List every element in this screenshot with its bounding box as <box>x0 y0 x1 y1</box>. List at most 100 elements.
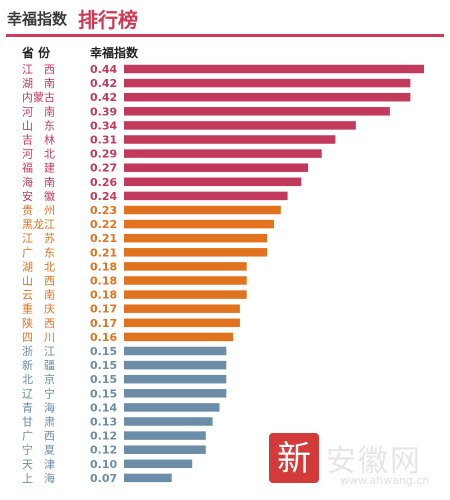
bar <box>124 346 227 356</box>
bar <box>124 177 302 187</box>
value-label: 0.18 <box>90 275 117 288</box>
province-label: 江 西 <box>22 63 55 76</box>
province-label: 海 南 <box>22 175 55 189</box>
bar <box>124 163 309 172</box>
value-label: 0.18 <box>90 260 117 273</box>
bar <box>124 417 213 426</box>
value-label: 0.07 <box>90 472 117 485</box>
page-title-accent: 排行榜 <box>78 8 138 32</box>
bar <box>124 276 247 285</box>
value-label: 0.21 <box>90 246 117 259</box>
value-label: 0.17 <box>90 303 117 316</box>
bar <box>124 374 227 384</box>
value-label: 0.21 <box>90 232 117 245</box>
province-label: 江 苏 <box>22 232 55 245</box>
province-label: 浙 江 <box>22 345 55 358</box>
value-label: 0.44 <box>90 63 117 76</box>
value-label: 0.22 <box>90 218 117 231</box>
bar <box>124 403 220 412</box>
province-label: 宁 夏 <box>22 443 55 457</box>
value-label: 0.15 <box>90 359 117 372</box>
value-label: 0.17 <box>90 317 117 330</box>
province-label: 天 津 <box>22 458 55 471</box>
header: 幸福指数 排行榜 <box>0 0 450 40</box>
value-label: 0.39 <box>90 105 117 118</box>
value-label: 0.16 <box>90 331 117 344</box>
value-label: 0.23 <box>90 204 117 217</box>
province-label: 新 疆 <box>22 358 55 372</box>
bar <box>124 64 424 74</box>
value-label: 0.24 <box>90 190 117 203</box>
title-underline <box>6 34 444 37</box>
column-header-province: 省 份 <box>22 46 51 60</box>
province-label: 河 南 <box>22 105 55 118</box>
province-label: 湖 北 <box>22 260 55 273</box>
province-label: 甘 肃 <box>22 416 55 429</box>
province-label: 广 西 <box>22 430 55 443</box>
bar <box>124 262 247 271</box>
value-label: 0.27 <box>90 162 117 175</box>
province-label: 上 海 <box>22 471 55 485</box>
logo-seal-background <box>269 433 319 483</box>
bar <box>124 431 206 440</box>
column-header-index: 幸福指数 <box>90 46 139 60</box>
value-label: 0.15 <box>90 373 117 386</box>
bar <box>124 135 336 144</box>
bar <box>124 121 356 130</box>
page-title: 幸福指数 <box>7 10 68 28</box>
bar <box>124 248 268 257</box>
value-label: 0.13 <box>90 416 117 429</box>
bar <box>124 149 322 158</box>
province-label: 贵 州 <box>22 204 55 217</box>
bar <box>124 318 240 328</box>
bar <box>124 332 234 342</box>
province-label: 吉 林 <box>22 133 55 147</box>
bar <box>124 78 411 88</box>
province-label: 河 北 <box>22 148 55 161</box>
province-label: 山 东 <box>22 119 55 132</box>
watermark-url: www.ahwang.cn <box>340 474 430 487</box>
value-label: 0.15 <box>90 387 117 400</box>
value-label: 0.26 <box>90 176 117 189</box>
province-label: 山 西 <box>22 275 55 288</box>
province-label: 云 南 <box>22 289 55 302</box>
province-label: 青 海 <box>22 400 55 414</box>
bar <box>124 233 268 243</box>
province-label: 福 建 <box>22 161 55 175</box>
bar <box>124 107 390 116</box>
bar <box>124 459 193 469</box>
value-label: 0.42 <box>90 91 117 104</box>
bar <box>124 92 411 102</box>
province-label: 陕 西 <box>22 316 55 330</box>
province-label: 北 京 <box>22 372 55 386</box>
bar <box>124 445 206 454</box>
province-label: 安 徽 <box>22 189 55 203</box>
province-label: 四 川 <box>22 331 55 344</box>
province-label: 辽 宁 <box>22 386 55 400</box>
bar <box>124 473 172 483</box>
province-label: 广 东 <box>22 246 55 259</box>
province-label: 重 庆 <box>22 302 55 316</box>
bar <box>124 205 281 215</box>
bar <box>124 219 274 229</box>
province-label: 内蒙古 <box>22 90 55 104</box>
value-label: 0.34 <box>90 119 117 132</box>
bar <box>124 304 240 313</box>
value-label: 0.18 <box>90 289 117 302</box>
province-label: 黑龙江 <box>22 218 55 231</box>
value-label: 0.15 <box>90 345 117 358</box>
value-label: 0.42 <box>90 77 117 90</box>
bar <box>124 191 288 201</box>
bar <box>124 389 227 398</box>
bar <box>124 360 227 370</box>
watermark-logo-text: 安徽网 <box>326 444 422 479</box>
value-label: 0.12 <box>90 430 117 443</box>
value-label: 0.12 <box>90 444 117 457</box>
province-label: 湖 南 <box>22 77 55 90</box>
value-label: 0.29 <box>90 148 117 161</box>
value-label: 0.14 <box>90 401 117 414</box>
bar <box>124 290 247 299</box>
value-label: 0.31 <box>90 134 117 147</box>
site-logo-icon: 新 <box>269 433 319 483</box>
